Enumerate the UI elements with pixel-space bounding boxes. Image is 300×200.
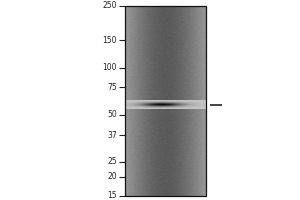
Text: 250: 250 [102,1,117,10]
Text: 150: 150 [102,36,117,45]
Bar [124,6,206,196]
Text: 25: 25 [107,157,117,166]
Text: 75: 75 [107,83,117,92]
Text: 37: 37 [107,131,117,140]
Text: 100: 100 [102,63,117,72]
Text: 15: 15 [107,192,117,200]
Text: 50: 50 [107,110,117,119]
Text: 20: 20 [107,172,117,181]
